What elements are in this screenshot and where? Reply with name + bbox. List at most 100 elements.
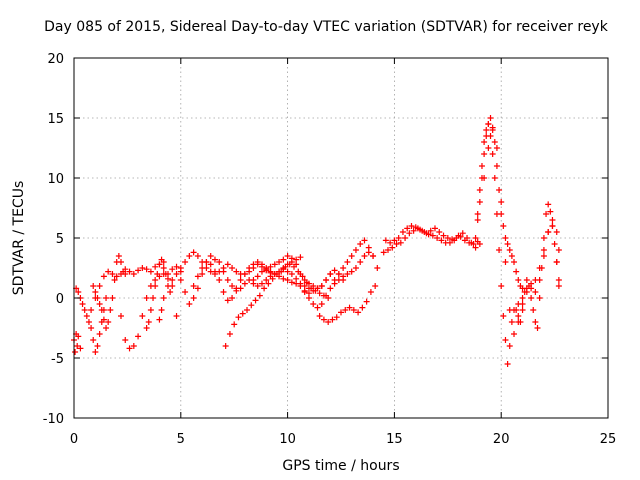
x-tick-label: 20	[493, 432, 510, 447]
data-point	[207, 261, 214, 268]
data-point	[434, 235, 441, 241]
data-point	[207, 253, 214, 259]
data-point	[357, 259, 364, 265]
data-point	[553, 229, 560, 235]
data-point	[147, 268, 154, 275]
x-tick-label: 0	[70, 432, 78, 447]
data-point	[88, 325, 95, 331]
data-point	[346, 304, 353, 311]
data-point	[438, 237, 445, 244]
data-point	[352, 265, 359, 271]
data-point	[293, 261, 300, 268]
data-point	[233, 285, 240, 292]
data-point	[429, 232, 436, 239]
x-tick-label: 5	[177, 432, 185, 447]
data-point	[355, 309, 362, 316]
data-point	[493, 211, 500, 217]
data-point	[135, 333, 142, 340]
x-tick-label: 25	[600, 432, 617, 447]
data-point	[98, 307, 105, 313]
data-point	[226, 331, 233, 337]
data-point	[474, 211, 481, 217]
data-point	[74, 343, 81, 349]
data-point	[203, 259, 210, 265]
data-point	[417, 226, 424, 233]
data-point	[530, 307, 537, 313]
data-point	[511, 259, 518, 265]
data-point	[493, 145, 500, 151]
series-arc-9	[190, 259, 312, 304]
data-point	[90, 283, 97, 289]
data-point	[318, 301, 325, 307]
data-point	[156, 316, 163, 323]
data-point	[532, 319, 539, 325]
data-point	[96, 283, 103, 289]
data-point	[515, 313, 522, 319]
data-point	[271, 261, 278, 268]
data-point	[440, 232, 447, 239]
data-point	[115, 253, 122, 259]
series-arc-5	[117, 271, 176, 352]
data-point	[485, 121, 492, 127]
data-point	[280, 256, 287, 263]
data-point	[402, 235, 409, 241]
data-point	[384, 247, 391, 253]
data-point	[523, 289, 530, 295]
data-point	[224, 277, 231, 283]
data-point	[528, 295, 535, 301]
data-point	[85, 319, 92, 325]
data-point	[335, 271, 342, 277]
data-point	[143, 295, 150, 301]
data-point	[75, 289, 82, 295]
data-point	[331, 267, 338, 274]
data-point	[481, 151, 488, 157]
axes: 0 5 10 15 20 25 -10 -5 0 5 10 15 20	[43, 52, 617, 447]
data-point	[506, 343, 513, 349]
data-point	[532, 277, 539, 283]
data-point	[263, 266, 270, 273]
data-point	[425, 231, 432, 238]
data-point	[493, 163, 500, 169]
data-point	[220, 289, 227, 295]
data-point	[365, 244, 372, 251]
data-point	[455, 232, 462, 239]
data-point	[103, 325, 110, 331]
data-point	[513, 268, 520, 275]
data-point	[220, 268, 227, 275]
data-point	[485, 145, 492, 151]
data-point	[169, 266, 176, 273]
data-point	[222, 343, 229, 349]
data-point	[211, 268, 218, 275]
data-point	[380, 249, 387, 256]
data-point	[244, 307, 251, 313]
data-point	[500, 313, 507, 319]
data-point	[152, 283, 159, 289]
data-point	[342, 307, 349, 313]
data-point	[464, 235, 471, 241]
data-point	[344, 271, 351, 277]
data-point	[476, 241, 483, 247]
data-point	[229, 295, 236, 301]
data-point	[370, 253, 377, 259]
data-point	[75, 333, 82, 340]
data-point	[395, 235, 402, 241]
chart-title: Day 085 of 2015, Sidereal Day-to-day VTE…	[44, 19, 609, 35]
data-point	[284, 277, 291, 283]
data-point	[237, 277, 244, 283]
data-point	[506, 307, 513, 313]
data-point	[229, 265, 236, 271]
data-point	[164, 275, 171, 282]
data-point	[340, 273, 347, 280]
data-point	[502, 337, 509, 343]
data-point	[427, 227, 434, 234]
data-point	[491, 175, 498, 181]
series-arc-18	[474, 121, 562, 367]
data-point	[224, 297, 231, 304]
data-point	[399, 229, 406, 235]
data-point	[316, 290, 323, 297]
data-point	[476, 199, 483, 205]
data-point	[543, 211, 550, 217]
data-point	[265, 280, 272, 287]
data-point	[122, 337, 129, 343]
data-point	[96, 331, 103, 337]
